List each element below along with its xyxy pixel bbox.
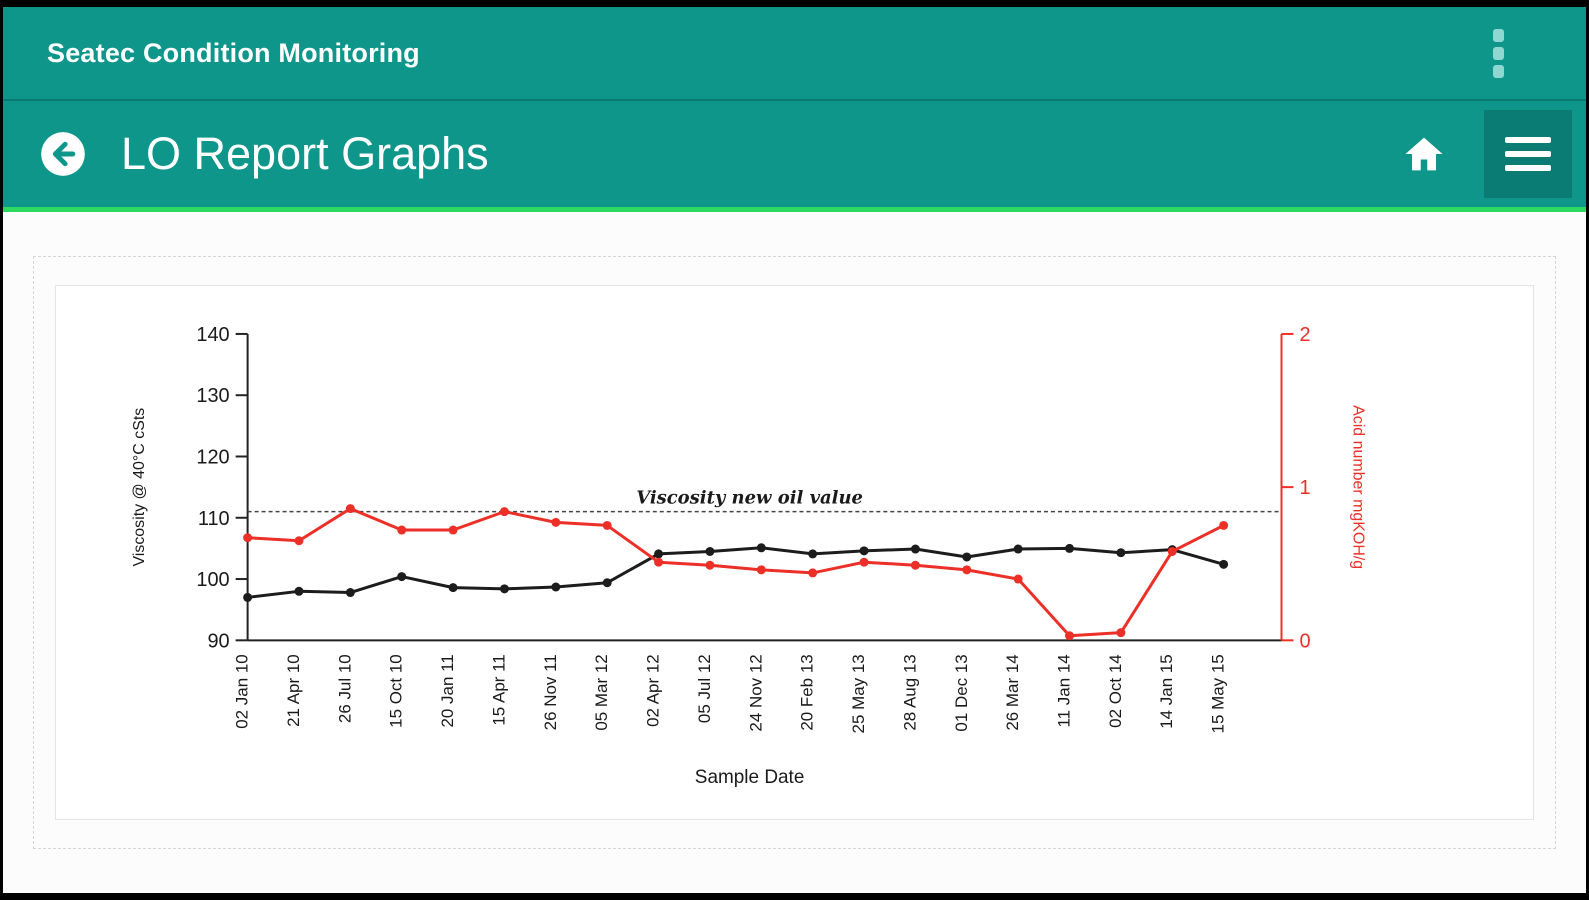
svg-text:15 Oct 10: 15 Oct 10 [387, 654, 406, 728]
back-button[interactable] [39, 130, 87, 178]
bar-divider [3, 99, 1586, 101]
svg-text:2: 2 [1299, 324, 1310, 346]
app-title: Seatec Condition Monitoring [47, 37, 420, 68]
svg-text:130: 130 [196, 385, 229, 407]
kebab-menu-icon [1493, 46, 1504, 60]
svg-text:Viscosity new oil value: Viscosity new oil value [636, 488, 863, 509]
svg-text:05 Mar 12: 05 Mar 12 [592, 654, 611, 730]
svg-text:90: 90 [207, 630, 229, 652]
svg-text:120: 120 [196, 446, 229, 468]
svg-text:14 Jan 15: 14 Jan 15 [1157, 654, 1176, 728]
hamburger-menu-icon [1505, 137, 1551, 143]
svg-text:110: 110 [198, 508, 230, 530]
svg-text:15 Apr 11: 15 Apr 11 [489, 654, 508, 725]
svg-text:02 Jan 10: 02 Jan 10 [233, 654, 252, 728]
svg-text:24 Nov 12: 24 Nov 12 [746, 654, 765, 731]
hamburger-menu-icon [1505, 151, 1551, 157]
svg-text:21 Apr 10: 21 Apr 10 [284, 654, 303, 727]
overflow-menu-button[interactable] [1485, 21, 1512, 86]
chart-card: 90 100 110 120 130 140 0 1 2 Viscosity new oil va… [55, 285, 1534, 820]
hamburger-menu-icon [1505, 165, 1551, 171]
svg-text:15 May 15: 15 May 15 [1209, 654, 1228, 733]
svg-text:26 Mar 14: 26 Mar 14 [1003, 654, 1022, 730]
content-area: 90 100 110 120 130 140 0 1 2 Viscosity new oil va… [3, 212, 1586, 893]
svg-text:26 Nov 11: 26 Nov 11 [541, 654, 560, 730]
svg-text:Acid number mgKOH/g: Acid number mgKOH/g [1349, 405, 1366, 569]
svg-text:Viscosity @ 40°C cSts: Viscosity @ 40°C cSts [131, 408, 148, 567]
svg-text:100: 100 [196, 569, 229, 591]
svg-text:05 Jul 12: 05 Jul 12 [695, 654, 714, 723]
page-title: LO Report Graphs [121, 128, 489, 179]
svg-text:11 Jan 14: 11 Jan 14 [1055, 654, 1074, 727]
accent-line [3, 207, 1586, 212]
lo-report-line-chart: 90 100 110 120 130 140 0 1 2 Viscosity new oil va… [131, 324, 1367, 788]
chart-frame: 90 100 110 120 130 140 0 1 2 Viscosity new oil va… [33, 256, 1556, 849]
menu-button[interactable] [1484, 110, 1572, 198]
svg-text:01 Dec 13: 01 Dec 13 [952, 654, 971, 731]
svg-text:0: 0 [1299, 630, 1310, 652]
app-bar: Seatec Condition Monitoring [3, 7, 1586, 99]
toolbar: LO Report Graphs [3, 101, 1586, 207]
arrow-left-circle-icon [41, 132, 85, 176]
svg-text:26 Jul 10: 26 Jul 10 [335, 654, 354, 723]
svg-text:1: 1 [1299, 477, 1310, 499]
svg-text:25 May 13: 25 May 13 [849, 654, 868, 733]
svg-text:140: 140 [196, 324, 229, 346]
home-button[interactable] [1398, 130, 1450, 178]
svg-text:20 Feb 13: 20 Feb 13 [798, 654, 817, 730]
svg-text:Sample Date: Sample Date [695, 767, 805, 788]
home-icon [1405, 137, 1443, 171]
svg-text:02 Apr 12: 02 Apr 12 [644, 654, 663, 727]
svg-text:20 Jan 11: 20 Jan 11 [438, 654, 457, 727]
kebab-menu-icon [1493, 28, 1504, 42]
svg-text:02 Oct 14: 02 Oct 14 [1106, 654, 1125, 728]
kebab-menu-icon [1493, 64, 1504, 78]
svg-text:28 Aug 13: 28 Aug 13 [900, 654, 919, 730]
toolbar-actions [1398, 110, 1572, 198]
